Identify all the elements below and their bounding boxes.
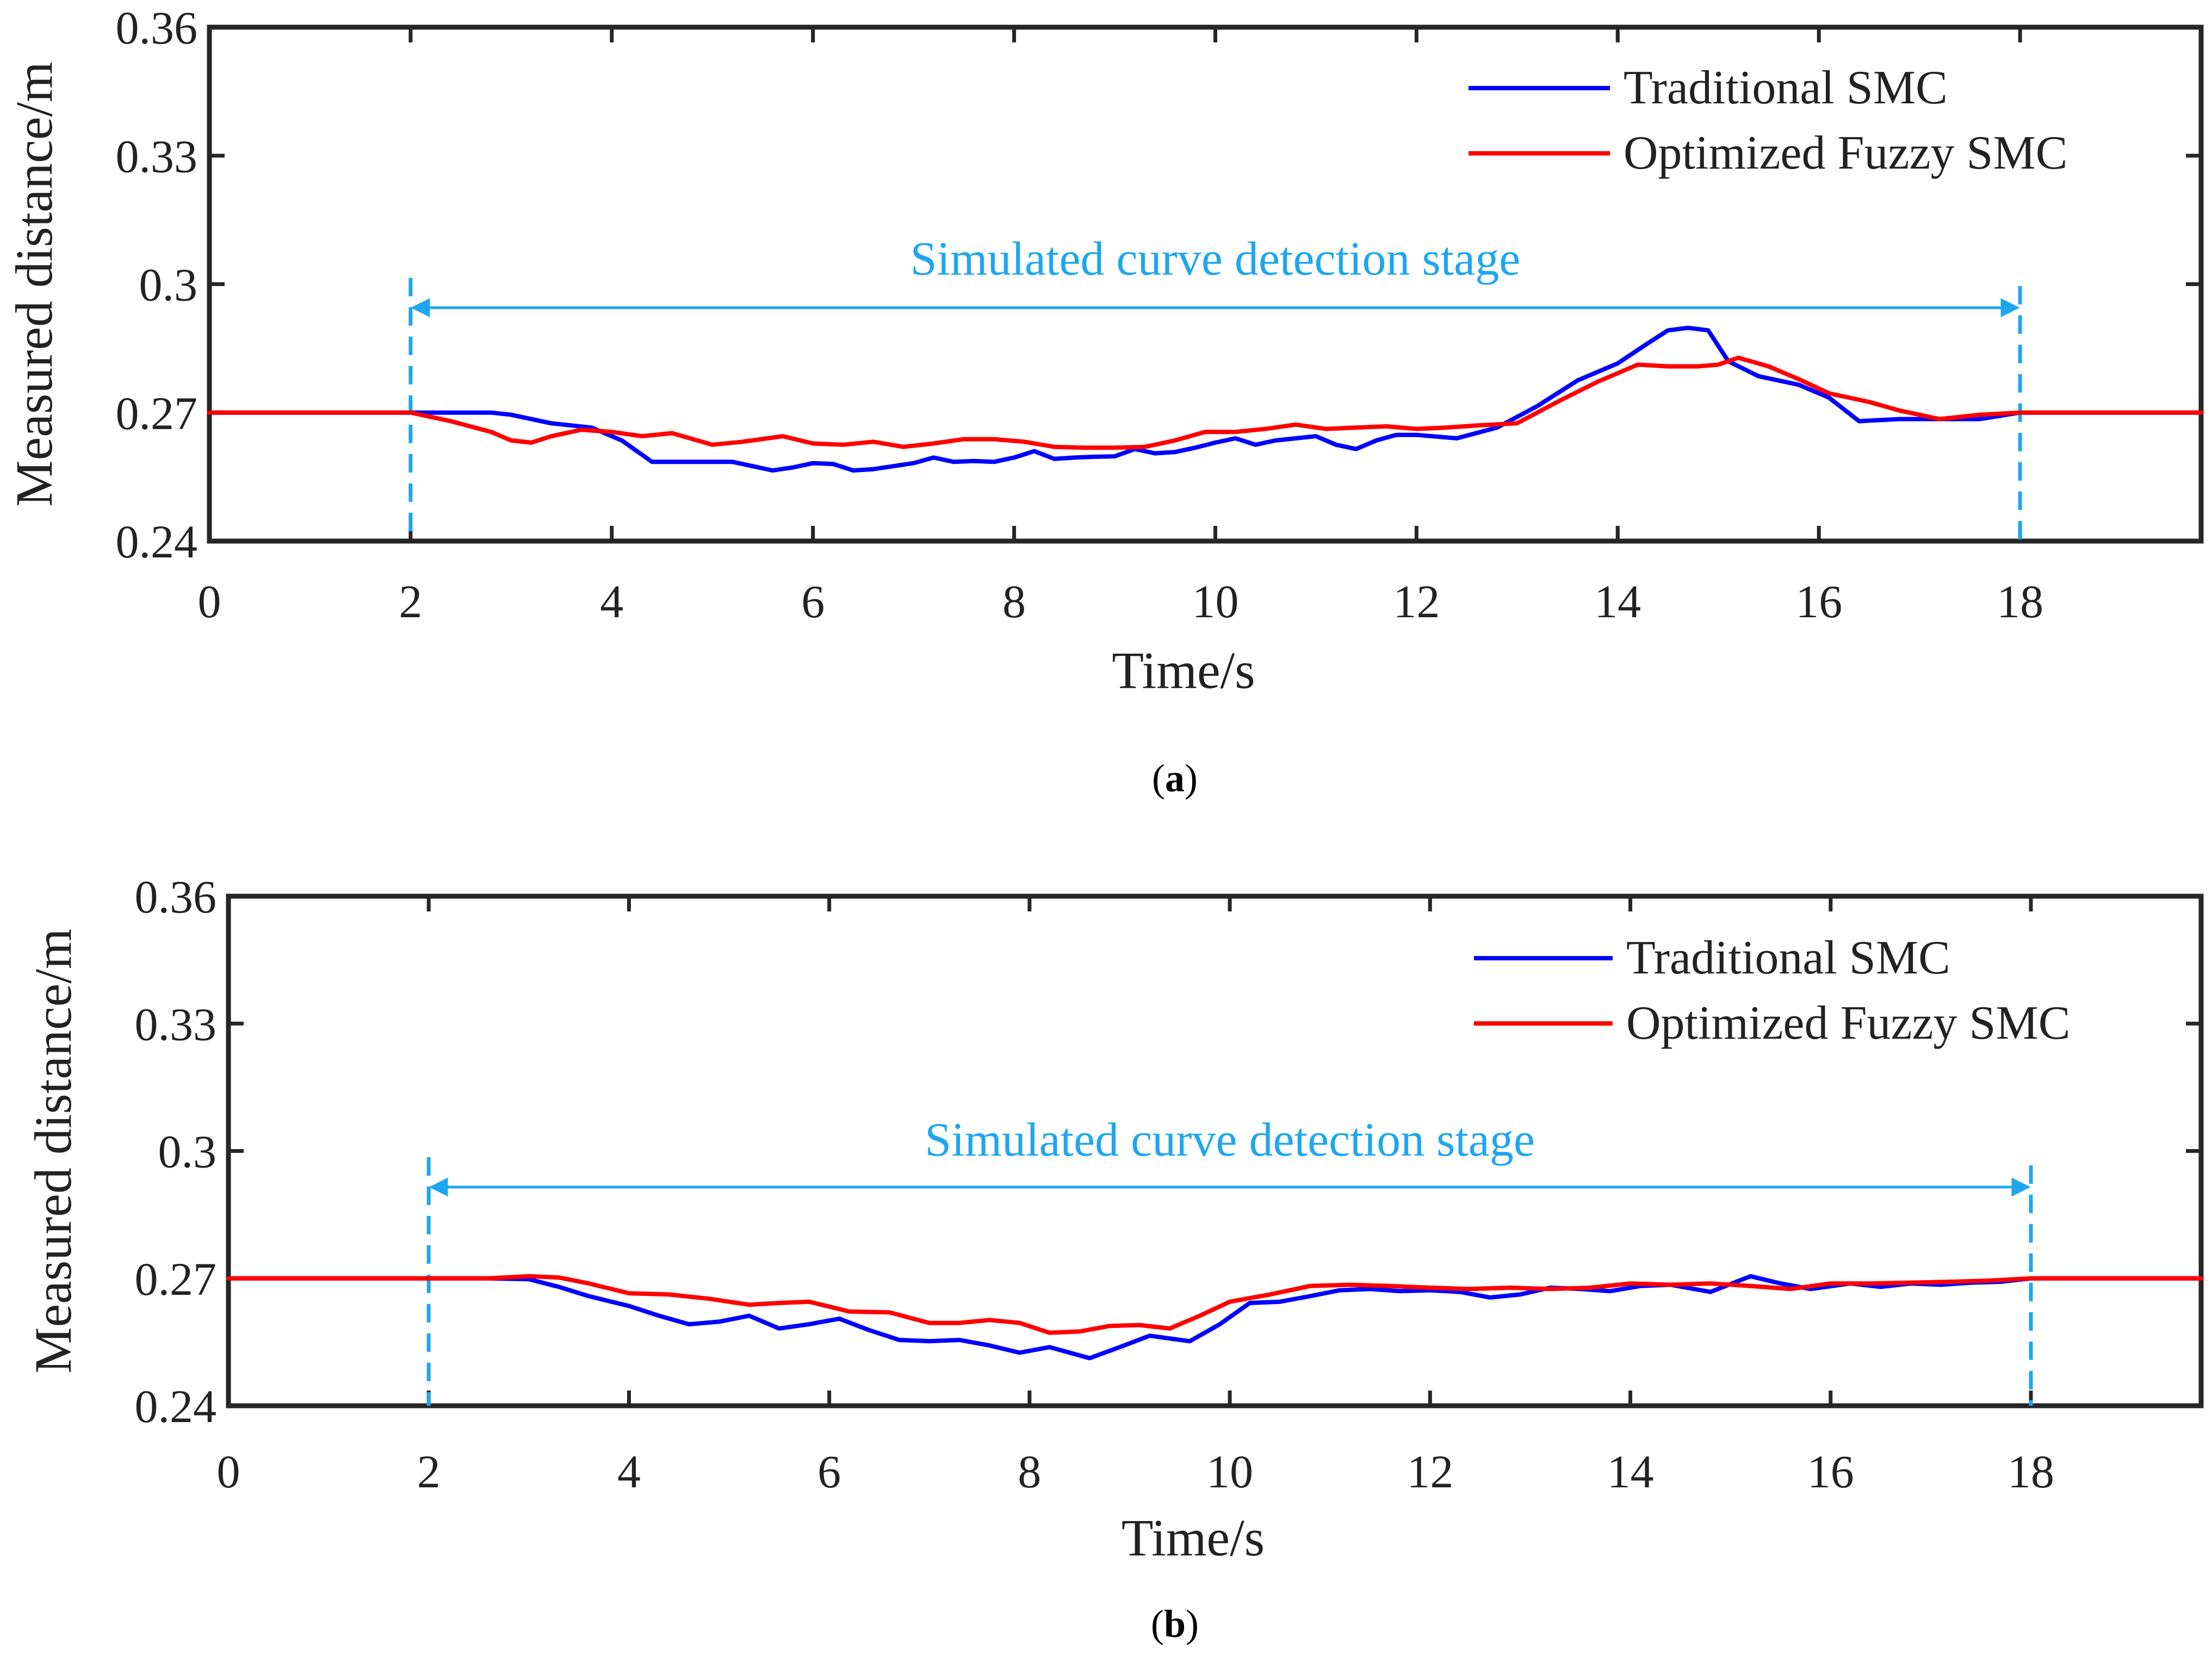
panel-label-a: a [1165, 756, 1185, 800]
panel-b-legend-label-traditional-smc: Traditional SMC [1626, 932, 1950, 984]
panel-caption-b: (b) [1151, 1602, 1199, 1646]
panel-a-y-tick-label: 0.27 [116, 387, 198, 439]
panel-a-y-tick-label: 0.24 [116, 516, 198, 568]
panel-a-x-tick-label: 14 [1594, 575, 1641, 628]
panel-b-y-tick-label: 0.27 [135, 1253, 217, 1305]
panel-b-x-tick-label: 12 [1406, 1445, 1453, 1498]
panel-a-y-axis: 0.24 0.27 0.3 0.33 0.36 [116, 2, 2201, 568]
panel-a-legend-label-traditional-smc: Traditional SMC [1624, 61, 1948, 114]
panel-b-x-tick-label: 2 [417, 1445, 441, 1498]
panel-b-series-optimized-fuzzy-smc [226, 1274, 2203, 1335]
panel-label-b: b [1164, 1602, 1186, 1646]
panel-b-x-tick-label: 10 [1206, 1445, 1253, 1498]
panel-a-x-tick-label: 10 [1192, 575, 1238, 628]
panel-b-x-tick-label: 14 [1607, 1445, 1654, 1498]
panel-a-x-tick-label: 8 [1002, 575, 1026, 628]
panel-a-y-axis-title: Measured distance/m [5, 61, 63, 506]
panel-a-y-tick-label: 0.33 [116, 130, 198, 182]
panel-b-y-tick-label: 0.36 [135, 871, 217, 923]
panel-a-series-traditional-smc [207, 325, 2203, 473]
panel-b-series-traditional-smc [226, 1274, 2203, 1361]
panel-b-y-tick-label: 0.3 [158, 1126, 217, 1178]
panel-b-x-tick-label: 0 [217, 1445, 240, 1498]
panel-a-legend: Traditional SMC Optimized Fuzzy SMC [1469, 61, 2067, 179]
panel-b-stage-annotation: Simulated curve detection stage [426, 1114, 2033, 1406]
panel-a-x-axis-title: Time/s [1112, 641, 1255, 699]
panel-b-legend: Traditional SMC Optimized Fuzzy SMC [1474, 932, 2070, 1050]
chart-panel-b: 0.24 0.27 0.3 0.33 0.36 0 2 4 6 8 10 12 14 16 18 Time/s… [24, 871, 2204, 1567]
panel-b-plot-area [226, 893, 2204, 1408]
panel-a-stage-annotation: Simulated curve detection stage [408, 233, 2022, 541]
panel-a-y-tick-label: 0.36 [116, 2, 198, 54]
panel-b-series [226, 1274, 2203, 1361]
panel-b-x-tick-label: 6 [817, 1445, 841, 1498]
panel-a-y-tick-label: 0.3 [139, 259, 198, 311]
chart-panel-a: 0.24 0.27 0.3 0.33 0.36 0 2 4 6 8 10 12 14 16 18 Time/s… [5, 2, 2204, 699]
panel-caption-a: (a) [1152, 756, 1198, 800]
panel-b-y-tick-label: 0.33 [135, 998, 217, 1050]
panel-a-x-tick-label: 12 [1393, 575, 1440, 628]
panel-a-series-optimized-fuzzy-smc [207, 355, 2203, 450]
panel-a-x-tick-label: 0 [198, 575, 221, 628]
panel-b-y-axis-title: Measured distance/m [24, 928, 82, 1373]
panel-b-x-tick-label: 4 [617, 1445, 641, 1498]
panel-a-plot-area [207, 24, 2204, 544]
panel-b-x-axis-title: Time/s [1122, 1509, 1265, 1567]
panel-b-legend-label-optimized-fuzzy-smc: Optimized Fuzzy SMC [1626, 997, 2070, 1050]
panel-a-x-tick-label: 6 [801, 575, 825, 628]
panel-b-y-axis: 0.24 0.27 0.3 0.33 0.36 [135, 871, 2201, 1432]
panel-b-stage-label: Simulated curve detection stage [925, 1114, 1535, 1166]
panel-b-x-axis: 0 2 4 6 8 10 12 14 16 18 [217, 896, 2054, 1498]
panel-a-x-tick-label: 2 [399, 575, 422, 628]
panel-a-x-tick-label: 4 [600, 575, 623, 628]
panel-b-x-tick-label: 8 [1018, 1445, 1041, 1498]
panel-b-y-tick-label: 0.24 [135, 1380, 217, 1432]
panel-b-x-tick-label: 16 [1807, 1445, 1854, 1498]
panel-b-x-tick-label: 18 [2007, 1445, 2054, 1498]
panel-a-series [207, 325, 2203, 473]
panel-a-stage-label: Simulated curve detection stage [910, 233, 1521, 286]
panel-a-x-tick-label: 16 [1795, 575, 1842, 628]
panel-a-legend-label-optimized-fuzzy-smc: Optimized Fuzzy SMC [1624, 127, 2067, 179]
panel-a-x-tick-label: 18 [1997, 575, 2043, 628]
